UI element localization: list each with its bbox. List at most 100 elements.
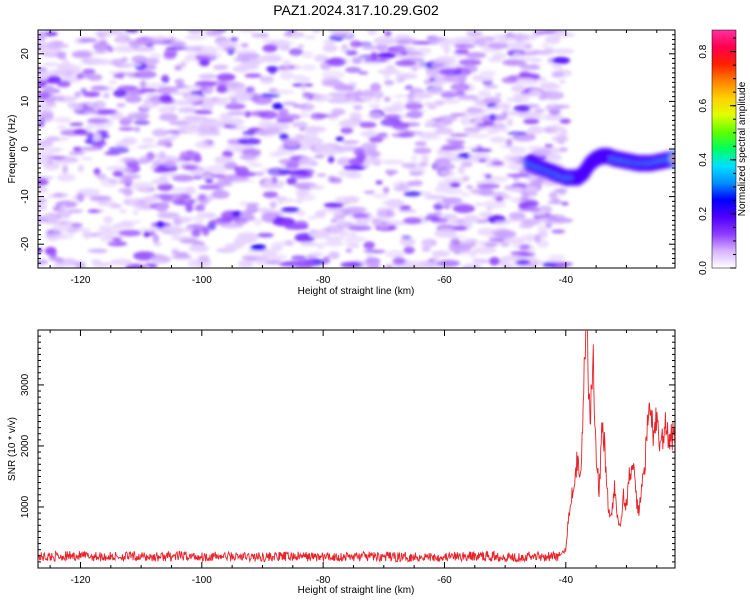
noise-blob — [517, 202, 538, 209]
noise-blob — [82, 91, 101, 98]
noise-blob — [519, 244, 532, 251]
noise-blob — [178, 127, 200, 135]
noise-blob — [98, 229, 113, 239]
noise-blob — [207, 81, 228, 86]
noise-blob — [256, 233, 274, 238]
noise-blob — [71, 222, 83, 229]
noise-blob — [321, 77, 340, 84]
noise-blob — [487, 42, 509, 50]
noise-blob — [458, 58, 482, 66]
noise-blob — [170, 91, 192, 95]
noise-blob — [87, 248, 108, 253]
noise-blob — [434, 186, 444, 193]
noise-blob — [140, 103, 159, 109]
noise-blob — [262, 44, 278, 53]
noise-blob — [367, 30, 377, 36]
noise-blob — [512, 133, 536, 142]
noise-blob — [554, 188, 564, 193]
noise-blob — [135, 38, 147, 46]
noise-blob — [303, 125, 327, 133]
y-tick-label: 2000 — [20, 434, 31, 457]
noise-blob — [194, 219, 204, 225]
noise-blob — [506, 131, 528, 136]
noise-blob — [349, 97, 356, 105]
noise-blob — [289, 170, 309, 175]
noise-blob — [38, 91, 51, 100]
noise-blob — [376, 132, 389, 137]
noise-blob — [513, 52, 522, 58]
noise-blob — [476, 122, 495, 127]
noise-blob — [358, 71, 369, 75]
noise-blob — [478, 158, 487, 163]
noise-blob — [158, 151, 166, 159]
noise-blob — [479, 70, 497, 77]
noise-blob — [351, 57, 363, 64]
noise-blob — [316, 242, 325, 250]
noise-blob — [505, 96, 530, 103]
noise-blob — [172, 174, 195, 182]
noise-blob — [241, 148, 262, 157]
y-tick-label: 20 — [20, 48, 31, 60]
noise-blob — [38, 178, 49, 187]
noise-blob — [236, 231, 258, 240]
noise-blob — [193, 109, 213, 115]
x-tick-label: -120 — [70, 275, 90, 286]
noise-blob — [452, 204, 475, 214]
noise-blob — [105, 165, 129, 171]
noise-blob — [408, 168, 426, 175]
noise-blob — [360, 142, 378, 151]
noise-blob — [149, 231, 156, 236]
noise-blob — [440, 99, 461, 104]
noise-blob — [466, 185, 474, 190]
noise-blob — [420, 238, 433, 248]
noise-blob — [121, 57, 129, 62]
noise-blob — [411, 41, 434, 45]
noise-blob — [56, 80, 71, 88]
noise-blob — [198, 73, 217, 80]
noise-blob — [198, 184, 220, 190]
noise-blob — [68, 227, 91, 233]
noise-blob — [371, 193, 389, 199]
noise-blob — [377, 223, 390, 230]
noise-blob — [419, 161, 429, 167]
noise-blob — [237, 137, 261, 146]
noise-blob — [280, 207, 300, 213]
noise-blob — [509, 41, 531, 46]
noise-blob — [245, 86, 255, 93]
noise-blob — [116, 103, 126, 108]
noise-blob — [45, 136, 60, 142]
noise-blob — [472, 258, 488, 264]
noise-blob — [54, 259, 69, 268]
noise-blob — [395, 73, 418, 80]
noise-blob — [373, 36, 398, 46]
noise-blob — [448, 243, 456, 247]
noise-blob — [191, 229, 201, 238]
noise-blob — [394, 60, 417, 67]
noise-blob — [139, 80, 147, 89]
noise-blob — [377, 69, 401, 75]
noise-blob — [517, 34, 538, 41]
noise-blob — [460, 116, 471, 126]
noise-blob — [216, 73, 236, 82]
noise-blob — [211, 190, 230, 199]
snr-series-line — [38, 330, 675, 564]
noise-blob — [472, 74, 485, 82]
noise-blob — [211, 174, 227, 178]
noise-blob — [533, 30, 557, 35]
noise-blob — [518, 224, 534, 229]
noise-blob — [118, 178, 134, 185]
noise-blob — [204, 30, 223, 37]
noise-blob — [323, 202, 344, 209]
noise-blob — [134, 70, 157, 79]
noise-blob — [337, 169, 359, 177]
noise-blob — [260, 54, 283, 63]
noise-blob — [262, 191, 279, 199]
noise-blob — [336, 157, 353, 166]
noise-blob — [501, 76, 520, 84]
noise-blob — [264, 253, 288, 261]
noise-blob — [133, 119, 150, 125]
x-tick-label: -60 — [437, 275, 452, 286]
noise-blob — [253, 218, 263, 226]
noise-blob — [242, 130, 257, 136]
noise-blob — [551, 134, 570, 143]
